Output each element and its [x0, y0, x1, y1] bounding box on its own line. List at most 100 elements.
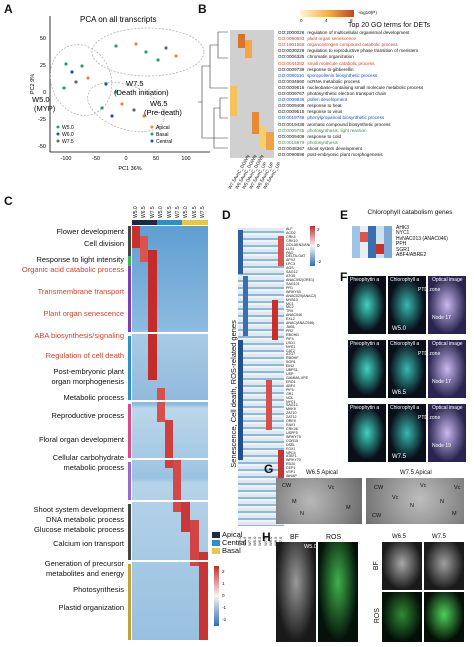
tem-mark: CW: [282, 483, 292, 489]
gene-label: ZAT10: [286, 411, 297, 416]
gene-label: ALF: [286, 227, 293, 231]
h-stage-right: W7.5: [432, 534, 447, 540]
go-scale-label: -log10(P): [358, 10, 377, 15]
col-chl: Chlorophyll a: [390, 341, 420, 347]
go-term-name: photosynthetic electron transport chain: [307, 91, 387, 96]
chlorophyll-image: [388, 404, 426, 462]
cluster-divider: [132, 500, 208, 502]
cluster-block: [173, 460, 181, 512]
gene-label: ACD2: [286, 230, 296, 235]
go-term-id: GO:0009409: [278, 133, 305, 139]
cluster-block: [140, 236, 148, 262]
go-heatmap-hot: [259, 126, 266, 148]
cluster-sidebar: [128, 266, 131, 332]
cluster-category: organ morphogenesis: [51, 377, 124, 386]
go-term-id: GO:0044282: [278, 60, 305, 66]
pca-xtick: 100: [181, 156, 190, 162]
cluster-scale-tick: 2: [222, 569, 225, 574]
cluster-category: Shoot system development: [33, 505, 124, 514]
pca-plot: 50 25 0 -25 -50 -100 -50 0 50 100 PC1 36…: [30, 15, 210, 172]
go-term-name: regulation to reproductive phase transit…: [307, 48, 419, 54]
go-term-name: photosynthesis: [307, 139, 338, 145]
tem-mark: Vc: [420, 483, 427, 489]
go-term-name: response to cold: [307, 133, 342, 139]
cluster-category: Generation of precursor: [44, 559, 124, 568]
optical-image: [428, 340, 466, 398]
tem-mark: N: [440, 499, 444, 505]
gene-scale-bar: [310, 226, 315, 266]
cluster-block: [165, 420, 173, 468]
go-term: GO:0044282 small molecule catabolic proce…: [278, 60, 374, 67]
go-term: GO:0090696 post-embryonic plant morphogen…: [278, 152, 383, 158]
gene-label: NPC4: [286, 450, 296, 455]
gene-label: RBOHD: [286, 332, 299, 337]
group-ellipse-w65: [87, 81, 165, 133]
go-term-id: GO:0009408: [278, 103, 305, 109]
pca-ytick: -50: [38, 144, 46, 150]
gene-label: SAG101: [286, 281, 300, 286]
gene-label: ATG5: [286, 274, 296, 279]
cluster-category: Glucose metabolic process: [33, 525, 124, 534]
go-term-name: response to heat: [307, 103, 342, 109]
cluster-scale-tick: -1: [222, 605, 227, 610]
legend-region: Apical: [156, 125, 170, 131]
cluster-sidebar: [128, 504, 131, 560]
ptd-zone: PTD zone: [418, 415, 441, 421]
go-term-id: GO:0009846: [278, 97, 305, 103]
go-term-id: GO:0034660: [278, 78, 305, 84]
region-tag-apical: [132, 220, 157, 225]
chl-title: Chlorophyll catabolism genes: [367, 209, 453, 216]
go-term-name: chromatin organization: [307, 54, 354, 60]
go-term-name: response to gibberellin: [307, 66, 354, 72]
pca-ytick: 25: [40, 63, 46, 69]
cluster-divider: [132, 332, 208, 334]
go-term: GO:0015979 photosynthesis: [278, 139, 338, 146]
go-title: Top 20 GO terms for DETs: [348, 22, 431, 29]
cluster-divider: [132, 458, 208, 460]
h-stage-left: W5.0: [304, 544, 317, 550]
gene-label: RBOHF: [286, 356, 299, 361]
gene-label: MKK9: [286, 407, 296, 412]
cluster-scale-tick: 0: [222, 593, 225, 598]
gene-label: NYE1: [286, 344, 296, 349]
go-heatmap-hot: [266, 132, 274, 150]
gene-label: SGR1: [286, 360, 296, 365]
group-label-w65: W6.5: [150, 99, 168, 108]
cluster-category: DNA metabolic process: [46, 515, 124, 524]
gene-label: AtNAP: [286, 474, 297, 479]
stage-label: W7.5: [392, 454, 407, 460]
gene-label: WRKY53: [286, 289, 301, 294]
panel-label-a: A: [4, 2, 13, 16]
go-term-name: sporopollenin biosynthetic process: [306, 72, 378, 78]
go-term-name: phenylpropanoid biosynthetic process: [307, 115, 385, 121]
gene-label: WRKY75: [286, 434, 301, 439]
go-term-name: response to virus: [307, 109, 343, 115]
cluster-sidebar: [128, 564, 131, 640]
pca-axes: [49, 16, 210, 153]
h-ros-header: ROS: [326, 534, 342, 541]
gene-label: MYB10: [286, 297, 298, 302]
legend-swatch-central: [212, 540, 220, 546]
go-term: GO:0009409 response to cold: [278, 133, 342, 140]
go-term-name: aromatic compound biosynthetic process: [307, 121, 391, 127]
legend-swatch-apical: [212, 532, 220, 538]
gene-label: LPC3: [286, 262, 295, 267]
go-term: GO:0090693 plant organ senescence: [278, 36, 356, 42]
col-chl: Chlorophyll a: [390, 277, 420, 283]
pca-xlabel: PC1 36%: [118, 166, 141, 172]
group-sub-w65: (Pre-death): [144, 108, 182, 117]
cluster-category: Plastid organization: [58, 603, 124, 612]
panel-label-h: H: [262, 530, 271, 544]
gene-label: APX2: [286, 258, 296, 263]
h-row-ros: ROS: [373, 608, 381, 624]
go-term-name: pollen development: [307, 97, 348, 103]
chl-gene: PPH: [396, 241, 407, 248]
gene-label: LLS1: [286, 246, 295, 251]
legend-basal: Basal: [222, 546, 241, 555]
go-term-name: organonitrogen compound catabolic proces…: [307, 42, 398, 48]
go-term-id: GO:2000026: [278, 30, 305, 35]
go-term-id: GO:0006325: [278, 54, 305, 60]
tem-mark: Vc: [328, 485, 335, 491]
pca-ytick: -25: [38, 117, 46, 123]
optical-image: [428, 276, 466, 334]
